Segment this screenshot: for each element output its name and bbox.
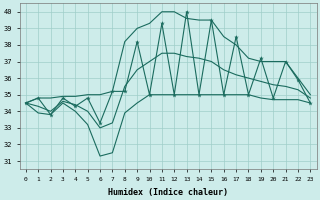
X-axis label: Humidex (Indice chaleur): Humidex (Indice chaleur): [108, 188, 228, 197]
